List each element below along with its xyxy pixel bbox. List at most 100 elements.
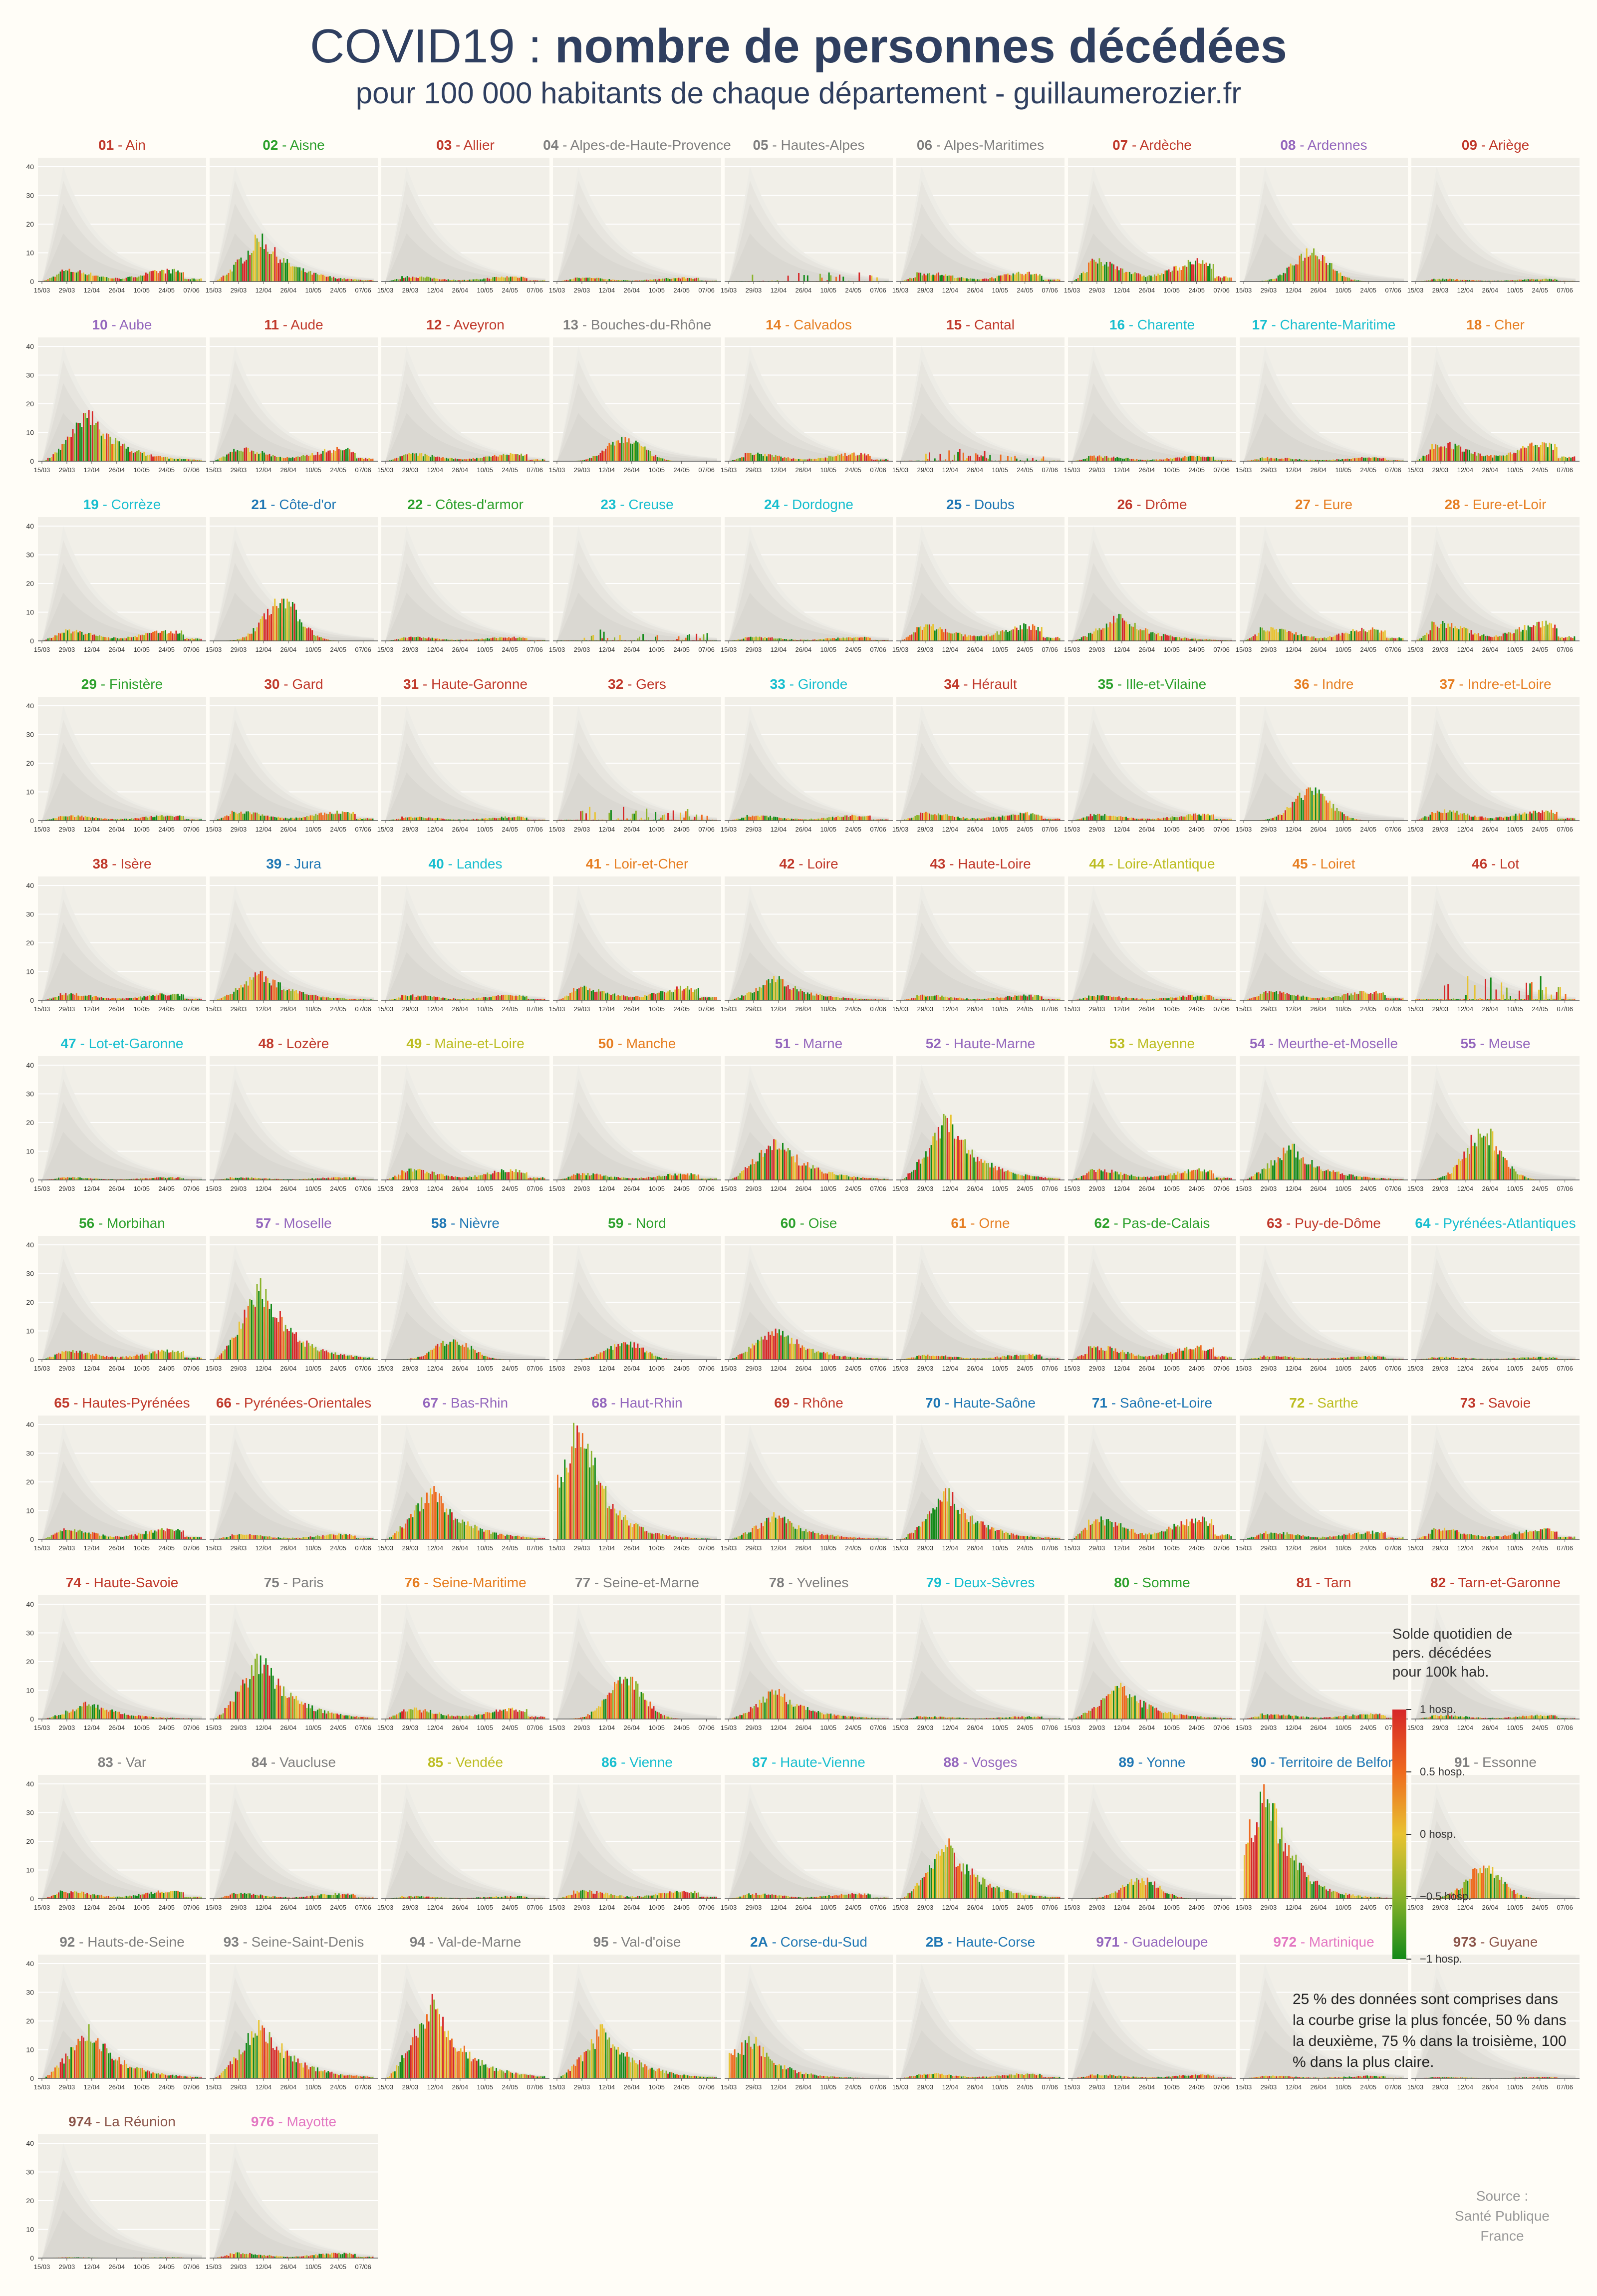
bar <box>989 278 991 282</box>
bar <box>140 275 142 282</box>
bar <box>674 278 676 282</box>
bar <box>474 639 476 641</box>
bar <box>564 280 566 282</box>
bar <box>1283 459 1285 461</box>
bar <box>299 457 301 461</box>
bar <box>336 811 338 821</box>
bar <box>166 457 168 461</box>
bar <box>134 997 136 1000</box>
bar <box>494 455 496 461</box>
bar <box>177 816 179 821</box>
bar <box>365 458 367 461</box>
bar <box>904 639 905 641</box>
x-tick-label: 26/04 <box>109 1005 125 1013</box>
bar <box>1053 280 1055 282</box>
bar <box>1444 623 1445 641</box>
bar <box>1524 812 1526 821</box>
bar <box>1171 459 1173 461</box>
bar <box>585 459 587 461</box>
bar <box>476 458 478 461</box>
bar <box>839 638 840 641</box>
page-subtitle: pour 100 000 habitants de chaque départe… <box>355 76 1242 110</box>
title-prefix: COVID19 : <box>309 19 555 73</box>
bar <box>833 818 835 821</box>
bar <box>815 459 817 461</box>
bar <box>1205 815 1207 821</box>
bar <box>521 637 522 641</box>
x-tick-label: 12/04 <box>771 1005 787 1013</box>
bar <box>324 997 325 1000</box>
bar <box>1168 818 1170 821</box>
bar <box>853 637 855 641</box>
bar <box>1520 815 1522 821</box>
bar <box>149 817 150 821</box>
bar <box>685 279 687 282</box>
bar <box>911 818 913 821</box>
bar <box>318 996 320 1000</box>
bar <box>329 640 331 641</box>
bar <box>1157 633 1159 641</box>
bar <box>95 996 97 1000</box>
bar <box>1146 459 1148 461</box>
bar <box>526 454 528 461</box>
bar <box>1211 457 1213 461</box>
bar <box>521 996 522 1000</box>
bar <box>462 640 464 641</box>
bar <box>1433 813 1435 821</box>
bar <box>762 985 764 1000</box>
bar <box>247 448 249 461</box>
bar <box>446 639 448 641</box>
bar <box>49 278 51 282</box>
bar <box>197 279 199 282</box>
bar <box>372 458 374 461</box>
bar <box>1043 456 1045 461</box>
bar <box>256 452 258 461</box>
bar <box>102 433 104 461</box>
bar <box>124 637 125 641</box>
bar <box>902 639 904 641</box>
panel-name: - Ardennes <box>1296 137 1367 153</box>
bar <box>808 640 810 641</box>
bar <box>1088 816 1089 821</box>
bar <box>149 633 150 641</box>
bar <box>515 995 517 1000</box>
bar <box>1003 274 1005 282</box>
bar <box>703 634 705 641</box>
bar <box>603 631 605 641</box>
bar <box>1127 458 1129 461</box>
bar <box>1134 272 1136 282</box>
bar <box>1297 796 1299 821</box>
x-tick-label: 15/03 <box>1064 466 1080 474</box>
bar <box>120 446 122 461</box>
bar <box>1292 633 1294 641</box>
bar <box>1463 627 1465 641</box>
bar <box>959 449 961 462</box>
bar <box>662 815 664 821</box>
bar <box>1198 996 1200 1000</box>
bar <box>168 816 170 821</box>
bar <box>660 279 662 282</box>
bar <box>1442 813 1444 821</box>
bar <box>1105 623 1107 641</box>
bar <box>173 994 175 1000</box>
bar <box>1451 812 1453 821</box>
bar <box>1036 274 1037 282</box>
bar <box>610 810 612 821</box>
bar <box>1162 818 1164 821</box>
bar <box>240 812 242 821</box>
bar <box>630 281 632 282</box>
bar <box>603 991 605 1000</box>
x-tick-label: 07/06 <box>870 826 886 833</box>
bar <box>690 988 692 1000</box>
bar <box>812 459 814 461</box>
bar <box>175 458 177 461</box>
bar <box>1355 458 1357 461</box>
bar <box>1166 270 1168 282</box>
bar <box>536 640 538 641</box>
bar <box>161 631 163 641</box>
bar <box>350 279 352 282</box>
bar <box>1420 457 1422 461</box>
bar <box>512 995 514 1000</box>
bar <box>1125 458 1127 461</box>
